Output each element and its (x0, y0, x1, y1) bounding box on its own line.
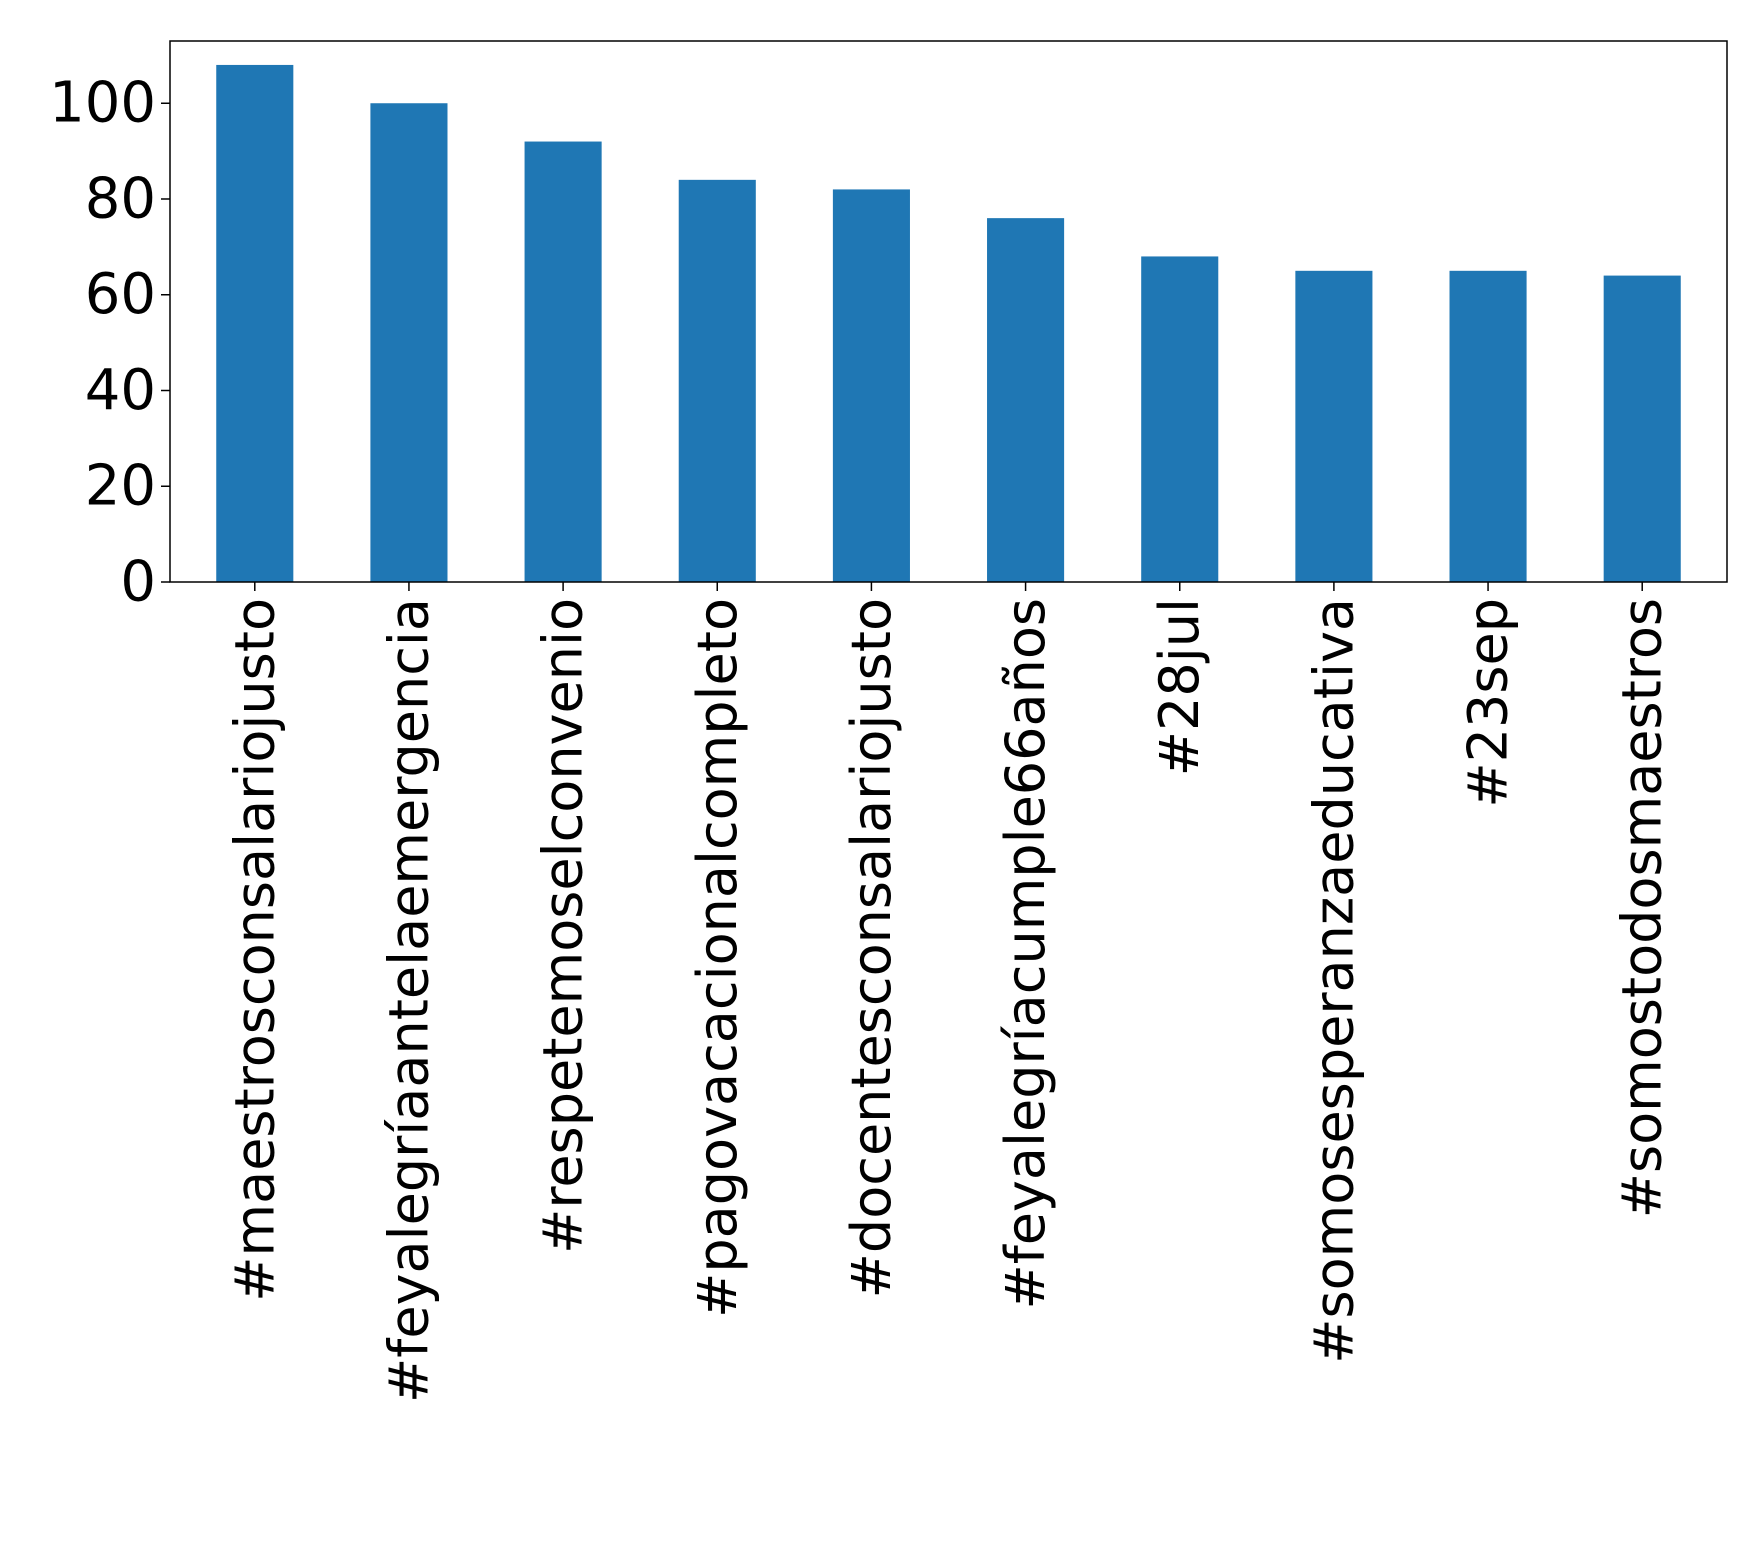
y-axis: 0 20 40 60 80 100 (49, 71, 170, 615)
y-tick-label-0: 0 (120, 550, 156, 615)
x-tick-label-1: #feyalegríaantelaemergencia (377, 598, 440, 1403)
y-tick-label-40: 40 (85, 358, 156, 423)
x-tick-label-2: #respetemoselconvenio (532, 598, 595, 1254)
bar-6 (1141, 256, 1219, 582)
bar-0 (216, 64, 294, 582)
bar-1 (370, 103, 448, 583)
x-tick-label-5: #feyalegríacumple66años (994, 598, 1057, 1310)
x-tick-label-4: #docentesconsalariojusto (840, 598, 903, 1298)
x-axis: #maestrosconsalariojusto #feyalegríaantel… (223, 582, 1674, 1403)
bar-9 (1603, 275, 1681, 582)
y-tick-label-100: 100 (49, 71, 156, 136)
x-tick-label-6: #28jul (1148, 598, 1211, 776)
bar-4 (832, 189, 910, 583)
x-tick-label-3: #pagovacacionalcompleto (686, 598, 749, 1318)
bar-3 (678, 179, 756, 582)
y-tick-label-60: 60 (85, 262, 156, 327)
plot-frame (169, 40, 1728, 583)
y-tick-label-80: 80 (85, 166, 156, 231)
y-tick-label-20: 20 (85, 454, 156, 519)
x-tick-label-7: #somosesperanzaeducativa (1302, 598, 1365, 1364)
bar-8 (1449, 270, 1527, 582)
bar-5 (987, 218, 1065, 582)
bar-7 (1295, 270, 1373, 582)
bars-layer (216, 64, 1681, 583)
x-tick-label-8: #23sep (1457, 598, 1520, 808)
x-tick-label-9: #somostodosmaestros (1611, 598, 1674, 1218)
x-tick-label-0: #maestrosconsalariojusto (223, 598, 286, 1302)
bar-2 (524, 141, 602, 583)
